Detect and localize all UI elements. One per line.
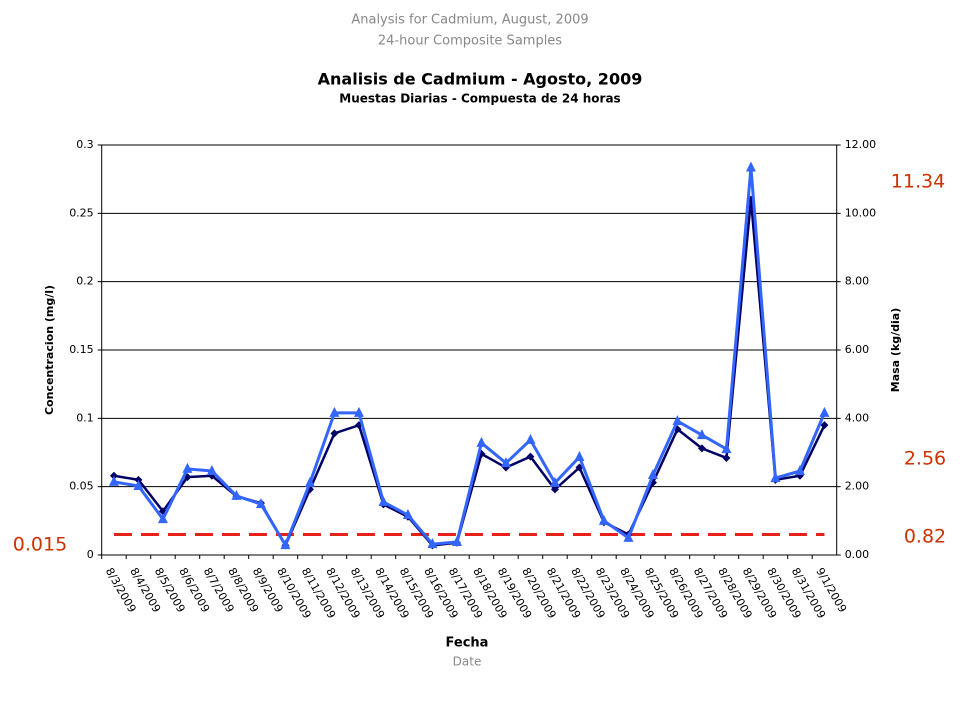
annotation: 11.34: [891, 171, 945, 193]
annotation: 0.82: [904, 526, 946, 548]
marker: [402, 509, 413, 520]
y2-tick-label: 0.00: [845, 548, 870, 561]
marker: [598, 514, 609, 525]
marker: [133, 479, 144, 490]
y-tick-label: 0.3: [76, 138, 94, 151]
marker: [672, 415, 683, 426]
annotation: 2.56: [904, 448, 946, 470]
marker: [157, 513, 168, 524]
marker: [109, 471, 118, 480]
y-tick-label: 0: [87, 548, 94, 561]
marker: [427, 538, 438, 549]
y2-tick-label: 8.00: [845, 275, 870, 288]
marker: [182, 462, 193, 473]
y2-axis-label: Masa (kg/dia): [889, 308, 902, 393]
marker: [574, 450, 585, 461]
marker: [722, 453, 731, 462]
y-tick-label: 0.25: [69, 206, 94, 219]
y2-tick-label: 2.00: [845, 480, 870, 493]
marker: [476, 436, 487, 447]
supertitle: Analysis for Cadmium, August, 2009: [351, 13, 588, 28]
marker: [549, 476, 560, 487]
marker: [206, 464, 217, 475]
marker: [378, 496, 389, 507]
y2-tick-label: 10.00: [845, 206, 877, 219]
marker: [745, 161, 756, 172]
y-tick-label: 0.1: [76, 411, 94, 424]
y2-tick-label: 6.00: [845, 343, 870, 356]
marker: [623, 531, 634, 542]
marker: [820, 421, 829, 430]
marker: [721, 443, 732, 454]
marker: [231, 489, 242, 500]
marker: [794, 464, 805, 475]
y-axis-label: Concentracion (mg/l): [43, 285, 56, 415]
y-tick-label: 0.2: [76, 275, 94, 288]
y-tick-label: 0.15: [69, 343, 94, 356]
marker: [696, 429, 707, 440]
marker: [451, 536, 462, 547]
marker: [550, 485, 559, 494]
marker: [304, 476, 315, 487]
marker: [280, 539, 291, 550]
marker: [819, 406, 830, 417]
marker: [353, 406, 364, 417]
marker: [770, 472, 781, 483]
threshold-label: 0.015: [13, 534, 67, 556]
marker: [108, 475, 119, 486]
marker: [330, 429, 339, 438]
chart-subtitle: Muestas Diarias - Compuesta de 24 horas: [339, 92, 620, 106]
supersubtitle: 24-hour Composite Samples: [378, 34, 562, 49]
x-axis-label: Fecha: [446, 636, 489, 651]
marker: [525, 433, 536, 444]
x-axis-label-en: Date: [453, 655, 482, 669]
series-line: [113, 167, 826, 549]
marker: [255, 498, 266, 509]
marker: [134, 475, 143, 484]
marker: [329, 406, 340, 417]
y2-tick-label: 4.00: [845, 411, 870, 424]
marker: [697, 444, 706, 453]
y-tick-label: 0.05: [69, 480, 94, 493]
marker: [500, 457, 511, 468]
marker: [526, 452, 535, 461]
y2-tick-label: 12.00: [845, 138, 877, 151]
chart-title: Analisis de Cadmium - Agosto, 2009: [318, 70, 643, 89]
marker: [647, 469, 658, 480]
